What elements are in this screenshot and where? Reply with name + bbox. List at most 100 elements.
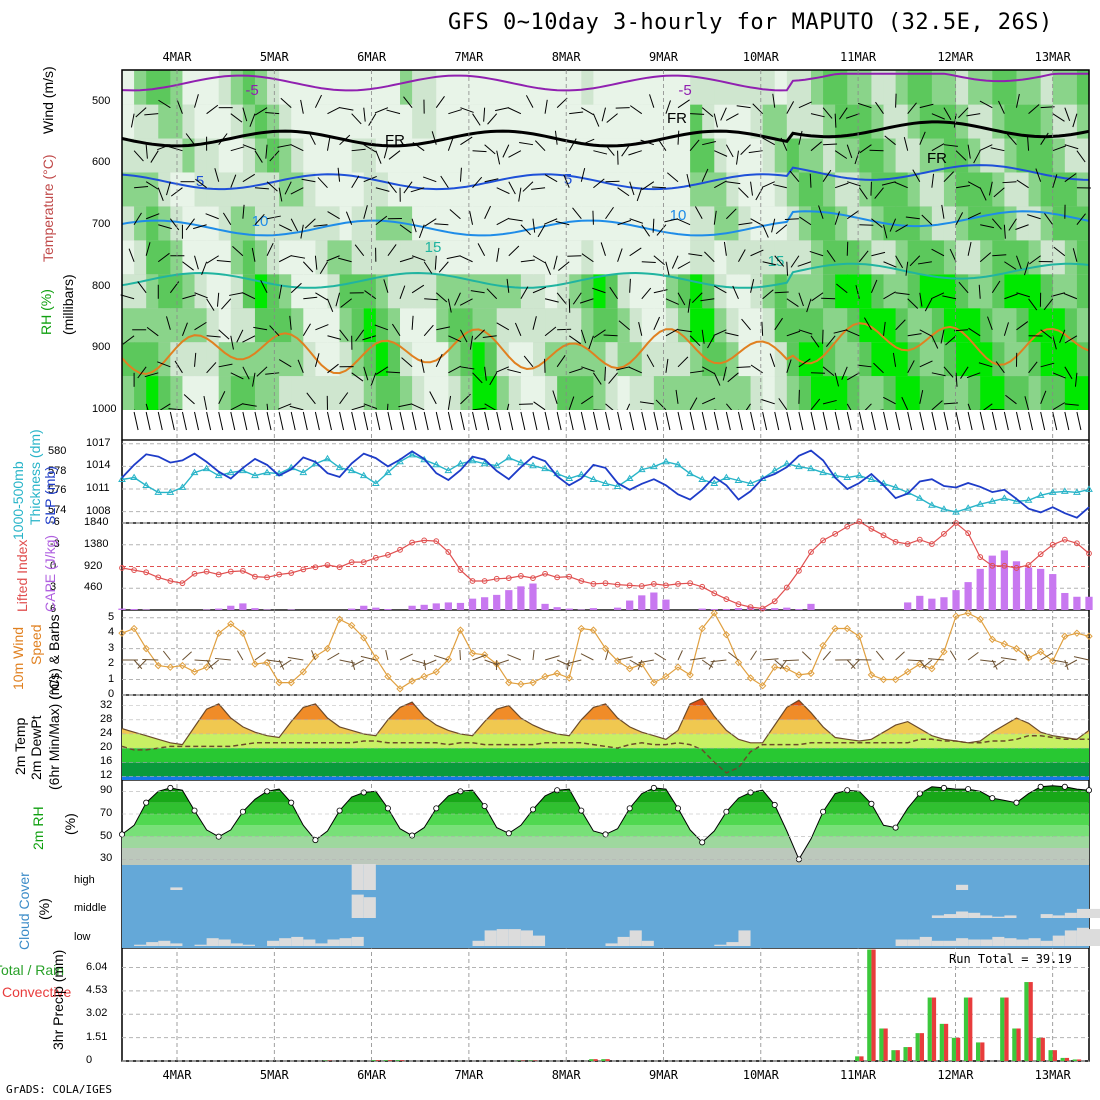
rh-cell: [774, 104, 788, 139]
wind-barb: [222, 212, 232, 225]
wind-barb: [907, 333, 922, 337]
day-label-top: 13MAR: [1034, 50, 1071, 64]
rh-cell: [436, 342, 449, 377]
rh-cell: [798, 206, 812, 241]
cloud-bar-high: [363, 864, 376, 890]
rh-cell: [424, 70, 437, 105]
rh-cell: [242, 274, 256, 309]
wind-barb: [919, 131, 926, 145]
rh-cell: [605, 308, 619, 343]
rh-cell: [774, 172, 788, 207]
rh-cell: [363, 206, 377, 241]
wind-barb: [797, 261, 812, 267]
wind-barb: [302, 261, 314, 273]
rh-point: [288, 799, 295, 806]
rh-cell: [254, 240, 268, 275]
rh-cell: [545, 206, 558, 241]
rh-cell: [472, 206, 486, 241]
rh-cell: [146, 274, 159, 309]
wind-barb: [525, 95, 534, 108]
precip-convective-bar: [1028, 982, 1033, 1061]
wind-barb: [811, 292, 824, 302]
wind-speed-point: [517, 680, 525, 688]
rh-cell: [810, 376, 824, 410]
thickness-point: [807, 464, 815, 472]
cape-bar: [529, 583, 537, 610]
wind-barb: [755, 187, 764, 201]
rh-cell: [798, 274, 812, 309]
rh-cell: [883, 172, 897, 207]
rh-cell: [267, 104, 280, 139]
wind-barb: [265, 144, 268, 159]
rh-cell: [1076, 138, 1090, 173]
wind-barb: [809, 250, 824, 257]
wind-barb: [314, 353, 320, 367]
surface-wind-barb: [701, 411, 707, 431]
rh-cell: [1052, 342, 1066, 377]
lifted-index-point: [517, 573, 524, 579]
wind-barb: [677, 261, 691, 269]
rh-cell: [569, 172, 582, 207]
rh-cell: [1076, 70, 1090, 105]
lifted-index-point: [1037, 551, 1044, 558]
wind-barb: [931, 173, 935, 188]
cape-bar: [1085, 596, 1093, 610]
rh-cell: [134, 308, 147, 343]
wind-speed-point: [650, 678, 658, 687]
rh-cell: [690, 342, 703, 377]
wind-barb: [665, 100, 671, 114]
wind-barb: [689, 335, 701, 347]
rh-cell: [1040, 172, 1054, 207]
wind-speed-point: [638, 660, 646, 668]
rh-cell: [291, 308, 304, 343]
lifted-index-point: [360, 559, 367, 566]
rh-cell: [242, 342, 256, 377]
wind-barb: [931, 143, 945, 152]
rh-cell: [194, 240, 208, 275]
wind-barb: [677, 218, 691, 226]
rh-cell: [472, 138, 486, 173]
rh-cell: [557, 376, 570, 410]
rh-cell: [1040, 138, 1054, 173]
wind-barb: [303, 296, 318, 300]
cloud-bar-middle: [956, 911, 969, 918]
wind-barb: [351, 175, 360, 188]
rh-cell: [774, 308, 788, 343]
rh-cell: [726, 342, 740, 377]
rh-cell: [218, 308, 232, 343]
wind-barb: [206, 362, 217, 374]
rh-cell: [569, 308, 582, 343]
wind-barb: [677, 130, 680, 145]
wind-speed-point: [843, 624, 851, 633]
wind-barb: [484, 403, 497, 412]
cloud-bar-low: [339, 938, 352, 946]
wind-barb: [701, 107, 714, 118]
wind-barb: [514, 322, 522, 336]
rh-cell: [230, 138, 244, 173]
wind-barb: [874, 187, 884, 199]
cape-bar: [988, 555, 996, 610]
wind-speed-point: [275, 678, 283, 687]
surface-wind-barb: [459, 649, 461, 661]
wind-speed-point: [372, 654, 380, 662]
surface-wind-barb: [494, 659, 509, 666]
rh-cell: [532, 240, 546, 275]
wind-barb: [945, 335, 957, 346]
rh-cell: [629, 206, 643, 241]
rh-cell: [545, 240, 558, 275]
lifted-index-point: [397, 546, 403, 553]
wind-barb: [649, 94, 655, 108]
wind-barb: [122, 335, 135, 345]
temp-band: [122, 719, 1089, 734]
cape-bar: [468, 598, 477, 610]
lifted-index-point: [227, 568, 234, 575]
contour-label: 15: [768, 253, 785, 270]
rh-cell: [678, 376, 691, 410]
wind-barb: [434, 223, 449, 226]
rh-point: [892, 824, 899, 831]
wind-barb: [496, 150, 501, 165]
wind-barb: [434, 255, 437, 270]
thickness-point: [541, 464, 549, 472]
wind-barb: [883, 321, 886, 336]
wind-barb: [133, 150, 144, 162]
